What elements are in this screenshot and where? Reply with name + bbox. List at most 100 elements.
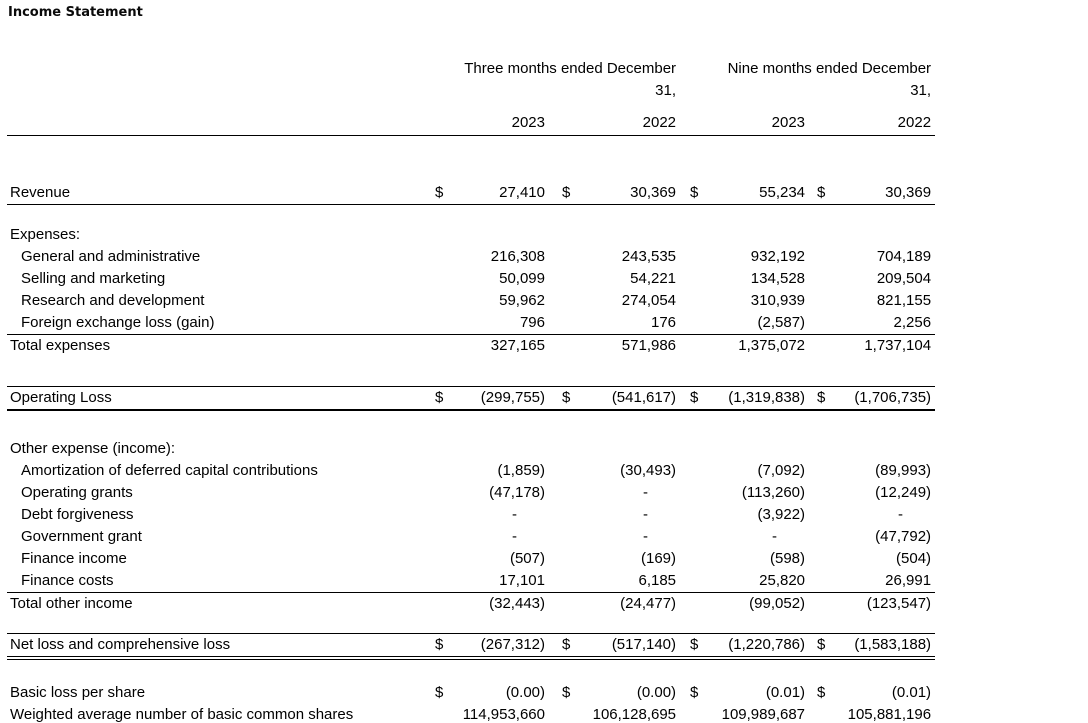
spacer-row xyxy=(7,357,935,386)
value-cell: 821,155 xyxy=(834,290,935,312)
value-text: 27,410 xyxy=(499,183,545,201)
row-label-cell: Weighted average number of basic common … xyxy=(10,705,354,723)
value-cell: 25,820 xyxy=(712,569,813,593)
value-cell: (1,706,735) xyxy=(834,385,936,411)
currency-cell: $ xyxy=(690,385,713,411)
spacer-row xyxy=(7,656,936,660)
row-label-cell: Debt forgiveness xyxy=(21,505,134,523)
value-text: 796 xyxy=(519,314,545,331)
currency-cell xyxy=(812,268,834,290)
value-cell: - xyxy=(834,504,935,526)
currency-cell xyxy=(812,526,834,548)
period-header-line: 31, xyxy=(910,82,932,99)
value-cell: - xyxy=(712,526,812,548)
value-text: (89,993) xyxy=(875,461,932,479)
row-label-cell: Net loss and comprehensive loss xyxy=(7,633,435,657)
currency-cell xyxy=(435,312,457,335)
value-cell: - xyxy=(584,482,690,504)
value-text: (541,617) xyxy=(611,388,677,406)
value-text: (47,792) xyxy=(875,527,932,545)
value-cell: 109,989,687 xyxy=(712,704,812,723)
currency-cell: $ xyxy=(435,683,444,701)
value-text: (1,319,838) xyxy=(728,388,806,406)
value-text: 114,953,660 xyxy=(462,705,545,723)
value-cell: 243,535 xyxy=(584,246,690,268)
value-text: - xyxy=(643,505,649,523)
currency-cell xyxy=(690,224,712,246)
row-label-cell: Research and development xyxy=(21,292,205,309)
value-text: (517,140) xyxy=(611,636,677,653)
value-cell: (598) xyxy=(712,548,812,570)
currency-cell xyxy=(562,268,584,290)
currency-cell: $ xyxy=(435,385,457,411)
value-cell xyxy=(584,224,690,246)
value-text: 274,054 xyxy=(621,292,677,309)
value-text: - xyxy=(898,505,904,523)
value-cell: (1,319,838) xyxy=(712,385,813,411)
value-cell: - xyxy=(457,504,562,526)
row-label-cell: Foreign exchange loss (gain) xyxy=(7,312,435,335)
currency-cell xyxy=(435,290,457,312)
currency-cell xyxy=(562,482,584,504)
value-cell: 704,189 xyxy=(834,246,935,268)
table-row: Operating grants (47,178) - (113,260) (12,24… xyxy=(7,482,935,504)
value-cell xyxy=(584,438,690,460)
corner-cell xyxy=(7,55,435,113)
value-text: 26,991 xyxy=(885,571,932,589)
spacer-cell xyxy=(7,136,935,182)
value-cell: 114,953,660 xyxy=(457,704,562,723)
value-text: - xyxy=(772,527,778,545)
currency-cell xyxy=(690,246,712,268)
row-label-cell: Amortization of deferred capital contrib… xyxy=(21,461,318,479)
table-row: Amortization of deferred capital contrib… xyxy=(7,460,935,482)
currency-cell xyxy=(562,335,584,358)
spacer-row xyxy=(7,136,935,182)
row-label-cell: Government grant xyxy=(21,527,142,545)
value-cell: (123,547) xyxy=(834,592,935,615)
table-row: Basic loss per share $ (0.00) $ (0.00) $ (0.01… xyxy=(7,682,935,704)
column-year-header: 2022 xyxy=(562,113,691,136)
value-text: 932,192 xyxy=(750,248,806,265)
value-text: (1,220,786) xyxy=(728,636,806,653)
period-header-row: Three months ended December 31, Nine mon… xyxy=(7,55,935,113)
currency-cell: $ xyxy=(690,633,713,657)
value-text: 30,369 xyxy=(630,183,677,201)
column-period-header-three-months: Three months ended December 31, xyxy=(435,55,690,113)
currency-cell xyxy=(690,526,712,548)
value-cell: 1,737,104 xyxy=(834,335,935,358)
value-cell: (504) xyxy=(834,548,935,570)
value-cell: 310,939 xyxy=(712,290,812,312)
table-row: Government grant - - - (47,792) xyxy=(7,526,935,548)
row-label-cell: Revenue xyxy=(7,181,435,205)
currency-cell xyxy=(562,460,584,482)
value-cell: 932,192 xyxy=(712,246,812,268)
currency-cell xyxy=(562,224,584,246)
row-label-cell: Basic loss per share xyxy=(10,683,146,701)
currency-cell xyxy=(435,526,457,548)
value-text: 571,986 xyxy=(621,337,677,354)
value-text: (113,260) xyxy=(741,483,806,501)
value-text: - xyxy=(643,483,649,501)
value-text: 704,189 xyxy=(876,248,932,265)
currency-cell xyxy=(562,438,584,460)
row-label-cell: Operating grants xyxy=(21,483,133,501)
value-text: 30,369 xyxy=(885,183,932,201)
value-cell: (30,493) xyxy=(584,460,690,482)
currency-cell xyxy=(690,460,712,482)
currency-cell xyxy=(812,438,834,460)
year-header-row: 2023 2022 2023 2022 xyxy=(7,113,936,136)
value-cell: - xyxy=(584,504,690,526)
value-text: - xyxy=(512,527,517,545)
currency-cell: $ xyxy=(690,683,699,701)
value-cell xyxy=(457,438,562,460)
value-text: 243,535 xyxy=(621,248,677,265)
spacer-cell xyxy=(7,357,935,386)
currency-cell xyxy=(690,704,712,723)
table-row: Total other income (32,443) (24,477) (99,05… xyxy=(7,592,935,615)
currency-cell xyxy=(435,335,457,358)
value-text: (123,547) xyxy=(866,594,932,612)
currency-cell xyxy=(435,548,457,570)
value-text: (169) xyxy=(641,549,677,567)
spacer-cell xyxy=(7,660,935,682)
value-text: 106,128,695 xyxy=(592,705,677,723)
